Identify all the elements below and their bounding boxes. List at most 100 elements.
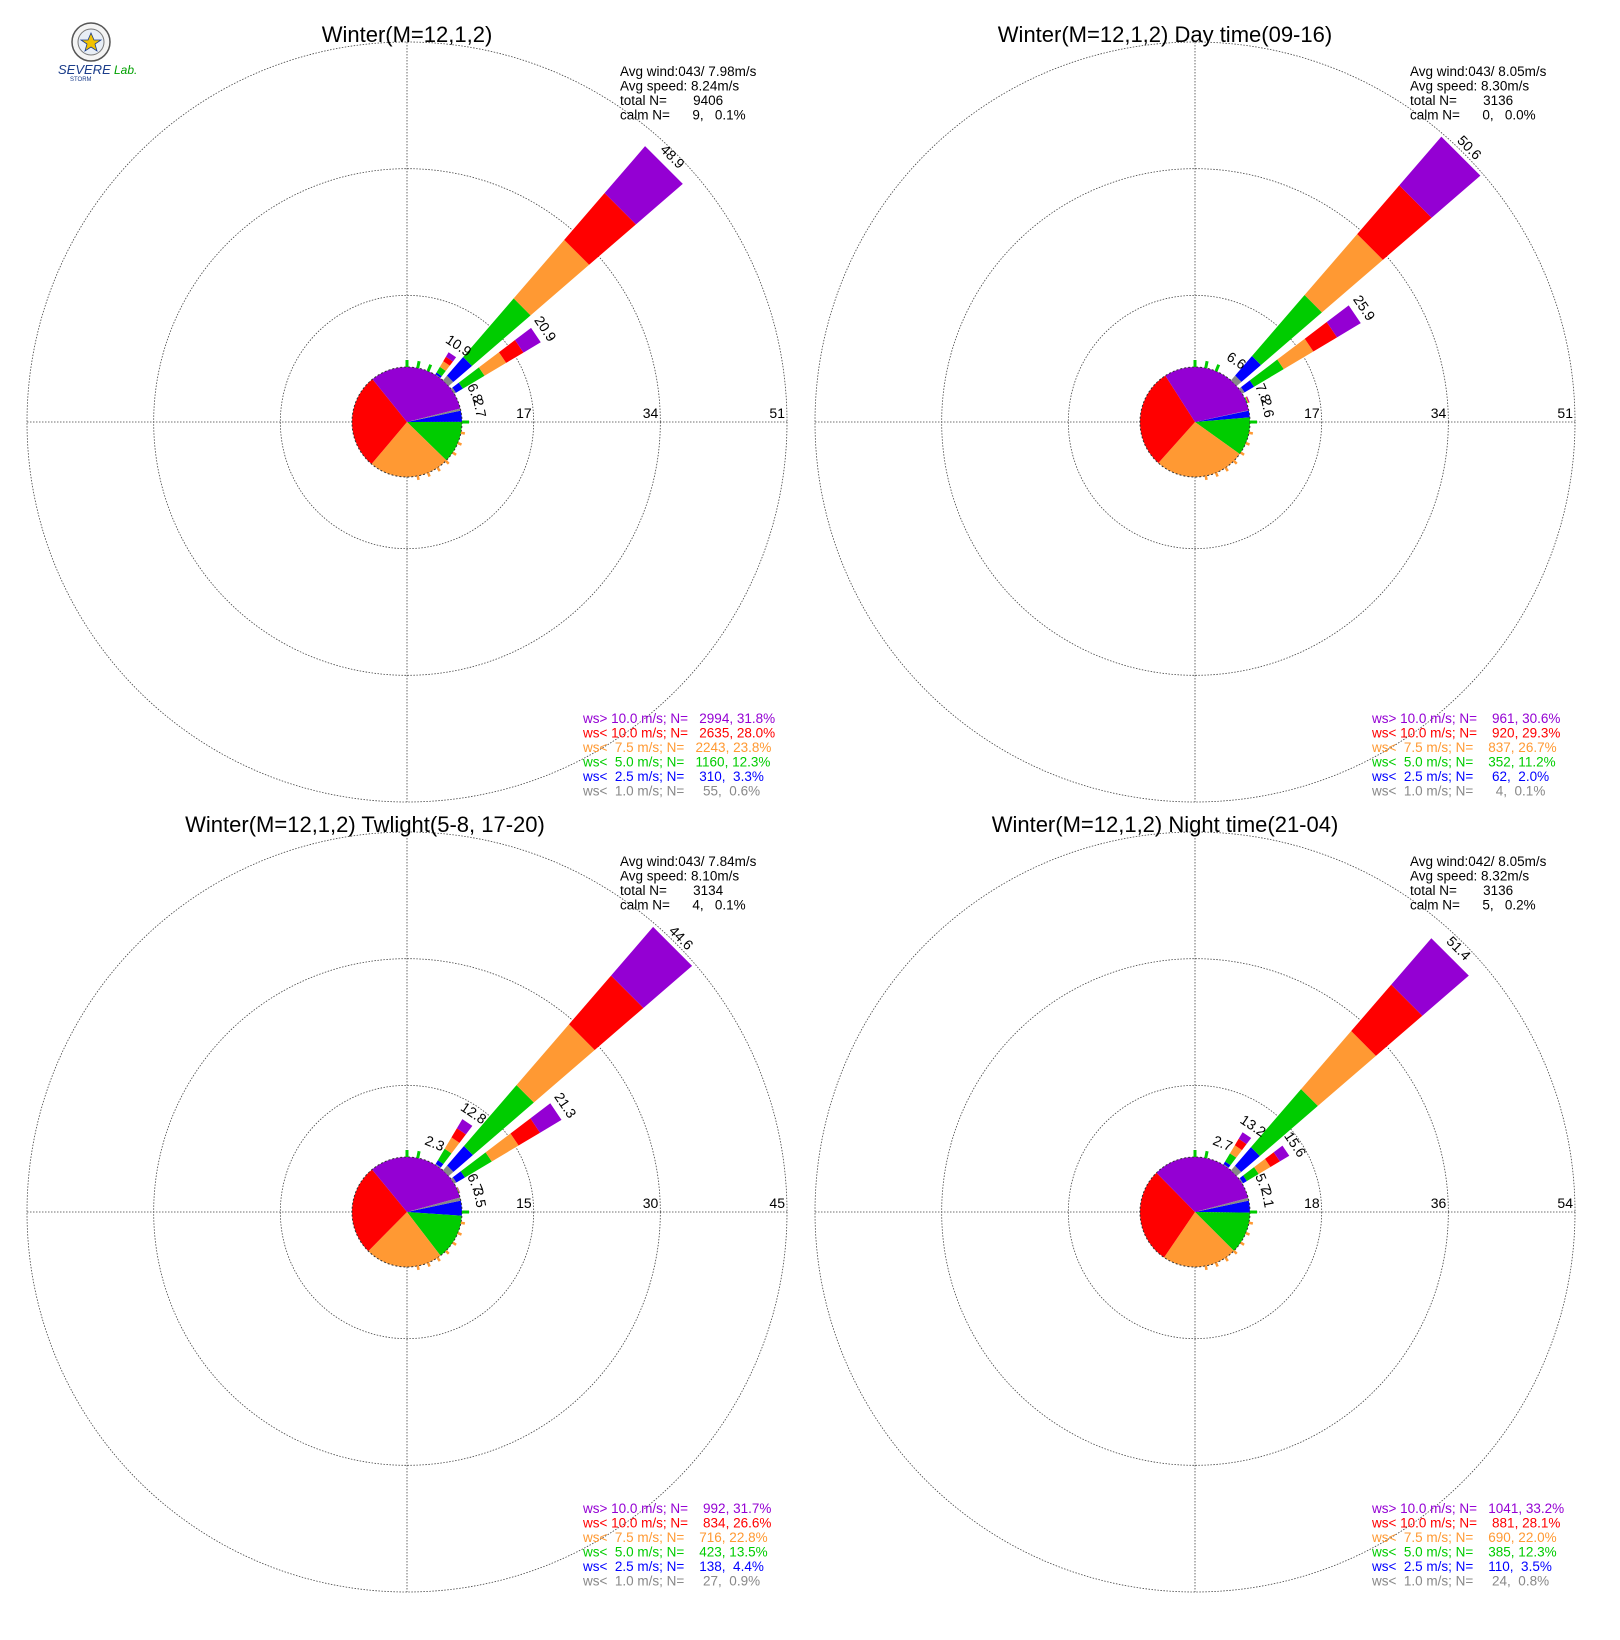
bar-segment: [1304, 322, 1338, 352]
bar-segment: [1244, 397, 1248, 404]
bar-segment: [439, 361, 450, 371]
pie-slice: [1195, 1212, 1250, 1251]
pie-slice: [1156, 1156, 1249, 1212]
info-line: calm N= 4, 0.1%: [620, 898, 746, 913]
bar-segment: [1235, 355, 1262, 382]
bar-segment: [460, 1152, 492, 1178]
bar-segment: [1244, 397, 1248, 404]
ring-label: 17: [516, 405, 532, 421]
chart-title: Winter(M=12,1,2) Night time(21-04): [992, 812, 1339, 837]
ring-label: 51: [1557, 405, 1573, 421]
ring-label: 15: [516, 1195, 532, 1211]
bar-segment: [1239, 1175, 1247, 1184]
bar-segment: [1241, 380, 1255, 393]
pie-slice: [407, 1197, 461, 1212]
minor-bar: [1248, 1221, 1254, 1225]
minor-bar: [1245, 1231, 1250, 1236]
bar-segment: [1326, 305, 1361, 338]
pie-slice: [1140, 375, 1195, 464]
info-line: Avg wind:043/ 7.84m/s: [620, 854, 757, 869]
seal-icon: SEVERE STORM Lab.: [58, 22, 137, 83]
legend-entry: ws< 7.5 m/s; N= 2243, 23.8%: [582, 740, 771, 755]
bar-segment: [450, 387, 456, 394]
wind-rose-panel-1: 17 34 5148.920.910.96.82.7Winter(M=12,1,2)…: [26, 22, 788, 803]
info-line: Avg wind:043/ 7.98m/s: [620, 64, 757, 79]
bar-segment: [437, 1148, 452, 1164]
bar-segment: [1238, 1132, 1252, 1145]
bar-segment: [1273, 1145, 1290, 1162]
ring-2: [941, 958, 1449, 1466]
info-line: Avg speed: 8.32m/s: [1410, 869, 1529, 884]
bar-label: 2.1: [1258, 1187, 1277, 1209]
bar-segment: [604, 146, 683, 225]
bar-segment: [442, 1165, 454, 1177]
minor-bar: [452, 451, 457, 456]
bar-segment: [457, 1187, 460, 1194]
minor-bar: [457, 1231, 462, 1236]
bar-segment: [1351, 984, 1423, 1056]
bar-segment: [1357, 185, 1432, 260]
minor-bar: [1233, 1250, 1238, 1255]
wind-rose-panel-4: 18 36 5451.415.613.22.75.72.1Winter(M=12,1…: [814, 812, 1576, 1593]
pie-slice: [1195, 1200, 1250, 1213]
legend-entry: ws< 2.5 m/s; N= 62, 2.0%: [1371, 769, 1549, 784]
info-line: calm N= 5, 0.2%: [1410, 898, 1536, 913]
bar-label: 7.8: [1252, 381, 1274, 405]
bar-segment: [510, 1118, 541, 1146]
legend-entry: ws< 2.5 m/s; N= 110, 3.5%: [1371, 1559, 1552, 1574]
minor-bar: [452, 1241, 457, 1246]
minor-bar: [416, 360, 421, 369]
bar-segment: [1238, 387, 1245, 394]
bar-segment: [1243, 1167, 1259, 1182]
legend-entry: ws> 10.0 m/s; N= 1041, 33.2%: [1371, 1501, 1564, 1516]
info-line: total N= 9406: [620, 93, 723, 108]
ring-3: [26, 41, 788, 803]
bar-segment: [435, 1160, 444, 1168]
pie-slice: [1195, 410, 1250, 422]
legend-entry: ws< 10.0 m/s; N= 2635, 28.0%: [582, 726, 775, 741]
ring-label: 34: [643, 405, 659, 421]
ring-label: 51: [769, 405, 785, 421]
legend-entry: ws> 10.0 m/s; N= 961, 30.6%: [1371, 711, 1560, 726]
bar-segment: [443, 356, 453, 366]
legend-entry: ws< 10.0 m/s; N= 920, 29.3%: [1371, 726, 1560, 741]
bar-segment: [1249, 359, 1284, 387]
info-line: Avg speed: 8.10m/s: [620, 869, 739, 884]
ring-2: [941, 168, 1449, 676]
bar-segment: [513, 239, 590, 316]
info-line: total N= 3134: [620, 883, 724, 898]
bar-segment: [611, 926, 693, 1008]
minor-bar: [426, 472, 431, 477]
wind-rose-panels: 17 34 5148.920.910.96.82.7Winter(M=12,1,2)…: [26, 22, 1576, 1593]
minor-bar: [1224, 467, 1229, 472]
info-line: calm N= 9, 0.1%: [620, 108, 746, 123]
bar-segment: [1223, 1161, 1231, 1168]
info-line: Avg wind:043/ 8.05m/s: [1410, 64, 1547, 79]
minor-bar: [460, 1221, 466, 1225]
pie-slice: [407, 1212, 462, 1256]
minor-bar: [1224, 1257, 1229, 1262]
pie-slice: [1165, 367, 1249, 422]
bar-segment: [463, 298, 531, 366]
lab-logo: SEVERE STORM Lab.: [54, 22, 144, 84]
info-line: Avg wind:042/ 8.05m/s: [1410, 854, 1547, 869]
bar-segment: [569, 975, 644, 1050]
pie-slice: [407, 410, 462, 422]
bar-label: 2.3: [423, 1132, 447, 1154]
bar-segment: [1246, 396, 1250, 403]
minor-bar: [457, 441, 462, 446]
bar-segment: [436, 366, 446, 377]
bar-segment: [1251, 295, 1322, 366]
legend-entry: ws< 2.5 m/s; N= 138, 4.4%: [582, 1559, 764, 1574]
pie-slice: [1195, 1197, 1249, 1212]
bar-segment: [564, 193, 636, 265]
chart-title: Winter(M=12,1,2) Twlight(5-8, 17-20): [185, 812, 545, 837]
legend-entry: ws< 1.0 m/s; N= 4, 0.1%: [1371, 784, 1545, 799]
minor-bar: [445, 1250, 450, 1255]
ring-label: 54: [1557, 1195, 1573, 1211]
info-line: Avg speed: 8.24m/s: [620, 79, 739, 94]
logo-severe: SEVERE: [58, 62, 111, 77]
bar-segment: [450, 1177, 457, 1184]
minor-bar: [436, 467, 441, 472]
legend-entry: ws< 5.0 m/s; N= 423, 13.5%: [582, 1545, 768, 1560]
